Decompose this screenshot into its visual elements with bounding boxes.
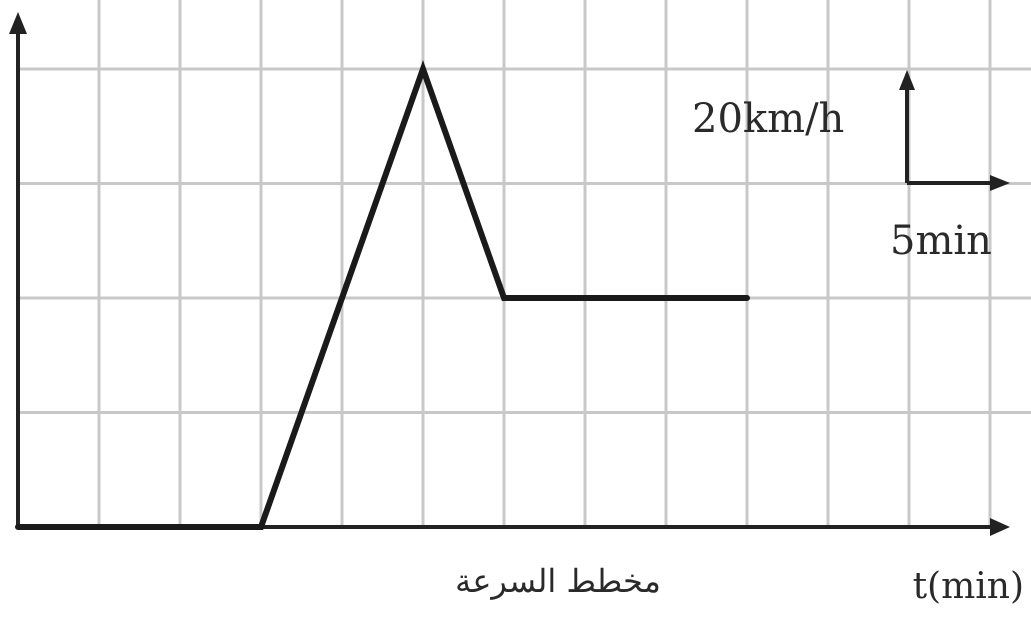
chart-axes bbox=[9, 12, 1010, 536]
scale-legend: 20km/h 5min bbox=[692, 70, 1010, 264]
x-axis-label: t(min) bbox=[913, 566, 1024, 607]
chart-caption: مخطط السرعة bbox=[455, 562, 661, 600]
chart-grid bbox=[18, 0, 1031, 527]
y-axis-arrow-icon bbox=[9, 12, 27, 34]
scale-legend-y-unit: 20km/h bbox=[692, 96, 844, 142]
speed-series-line bbox=[15, 60, 750, 530]
scale-legend-right-arrow-icon bbox=[990, 175, 1010, 191]
scale-legend-x-unit: 5min bbox=[890, 218, 992, 264]
scale-legend-up-arrow-icon bbox=[899, 70, 915, 90]
series-group bbox=[15, 60, 750, 530]
x-axis-arrow-icon bbox=[990, 518, 1010, 536]
